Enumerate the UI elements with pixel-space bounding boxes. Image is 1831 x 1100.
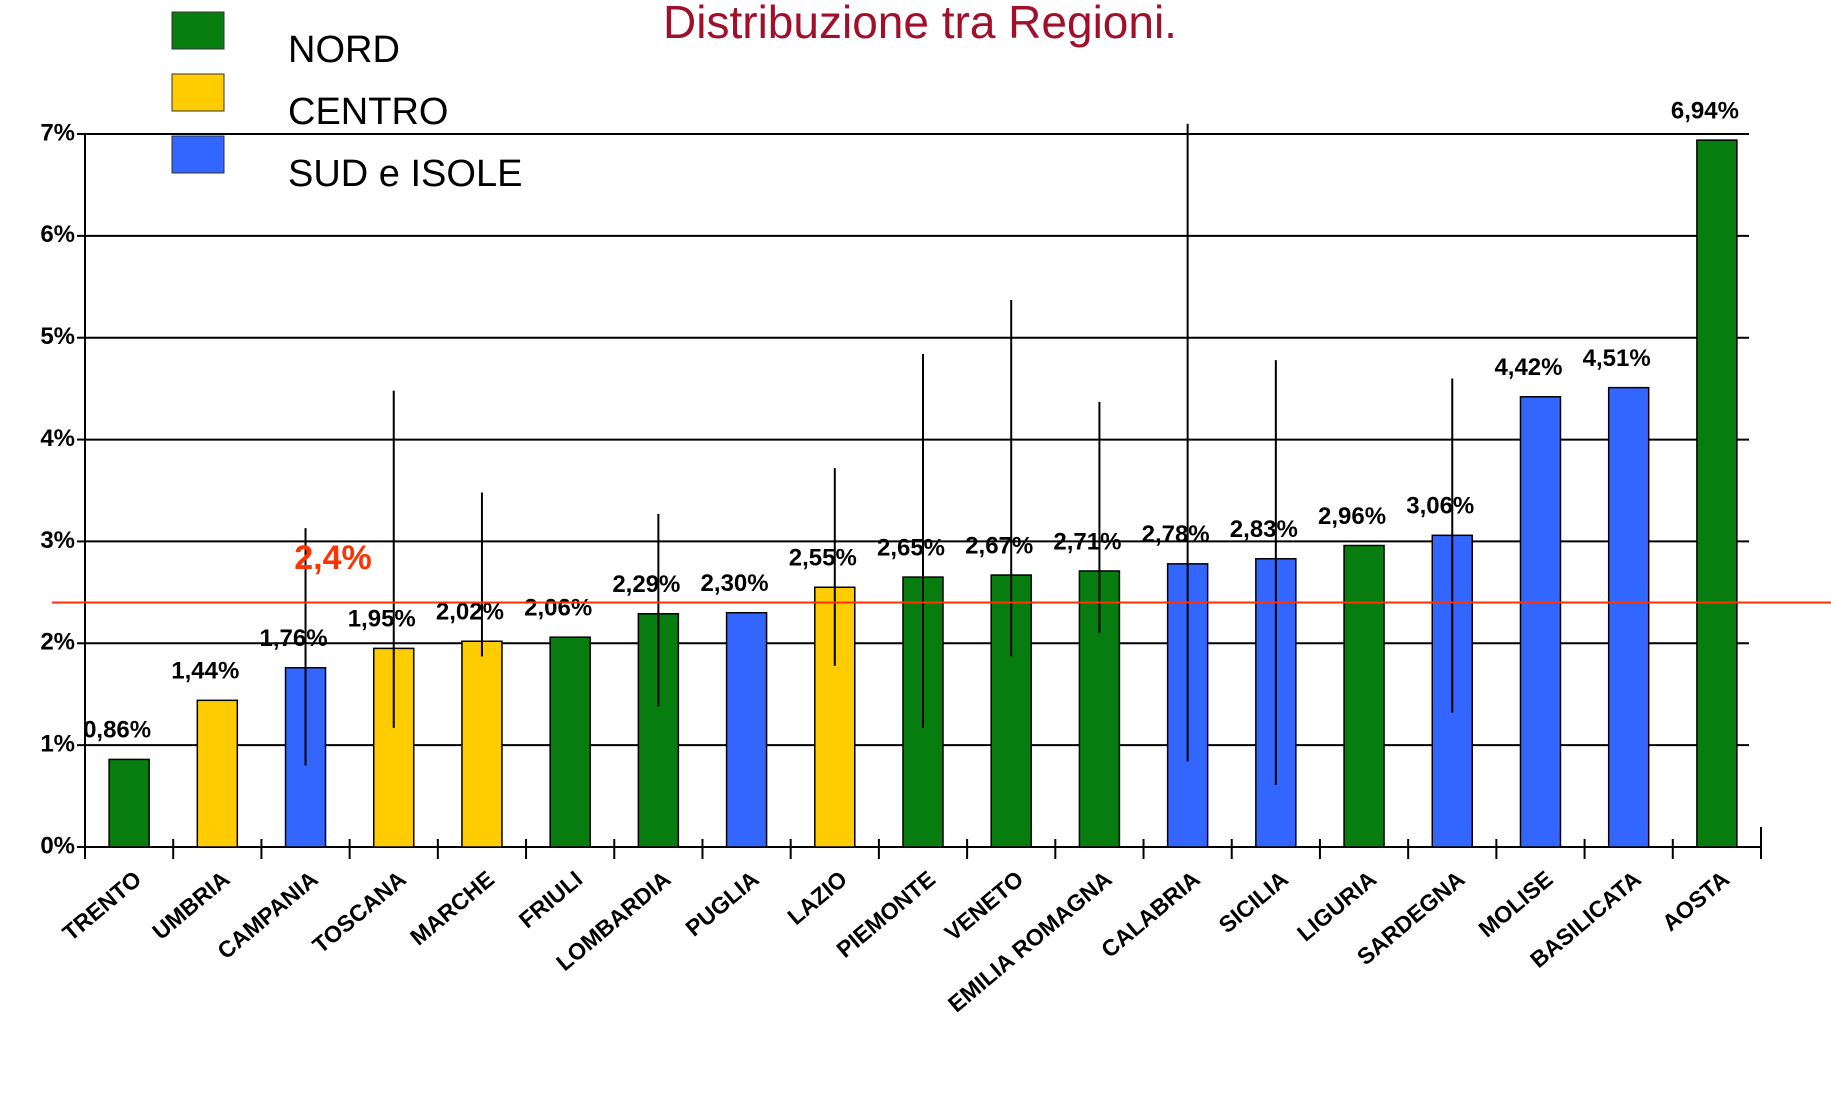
x-tick-label: CALABRIA <box>1096 866 1205 963</box>
x-tick-label: PIEMONTE <box>831 866 940 963</box>
legend-swatch <box>171 73 225 112</box>
value-label: 2,83% <box>1230 516 1298 543</box>
y-tick-label: 0% <box>40 832 75 859</box>
value-label: 4,42% <box>1494 354 1562 381</box>
value-label: 6,94% <box>1671 97 1739 124</box>
x-tick-label: VENETO <box>939 866 1028 946</box>
x-tick-label: UMBRIA <box>147 866 234 945</box>
value-label: 1,76% <box>259 625 327 652</box>
value-label: 2,78% <box>1142 521 1210 548</box>
bar <box>1519 396 1562 848</box>
bar <box>725 611 768 848</box>
bar <box>1696 139 1738 848</box>
value-label: 1,44% <box>171 658 239 685</box>
value-label: 2,06% <box>524 595 592 622</box>
y-tick-label: 6% <box>40 221 75 248</box>
x-tick-label: LAZIO <box>782 866 852 930</box>
x-tick-label: LIGURIA <box>1292 866 1381 947</box>
x-tick-label: PUGLIA <box>680 866 763 942</box>
bar <box>461 640 503 848</box>
bar <box>1343 544 1385 848</box>
value-label: 2,30% <box>701 570 769 597</box>
bar <box>108 758 150 848</box>
value-label: 2,55% <box>789 545 857 572</box>
x-tick-label: MARCHE <box>405 866 499 951</box>
y-tick-label: 4% <box>40 425 75 452</box>
value-label: 2,29% <box>612 571 680 598</box>
legend-swatch <box>171 135 225 174</box>
y-tick-label: 3% <box>40 527 75 554</box>
value-label: 3,06% <box>1406 493 1474 520</box>
x-tick-label: FRIULI <box>514 866 587 934</box>
x-tick-label: MOLISE <box>1473 866 1557 943</box>
legend-label: SUD e ISOLE <box>288 153 522 195</box>
bar <box>196 699 239 848</box>
x-tick-label: SICILIA <box>1214 866 1293 938</box>
bar <box>549 636 591 848</box>
legend-label: CENTRO <box>288 91 448 133</box>
value-label: 2,96% <box>1318 503 1386 530</box>
value-label: 2,65% <box>877 534 945 561</box>
legend-swatch <box>171 11 225 50</box>
value-label: 4,51% <box>1583 345 1651 372</box>
x-tick-label: TOSCANA <box>307 866 411 959</box>
x-tick-label: AOSTA <box>1657 866 1734 937</box>
y-tick-label: 5% <box>40 323 75 350</box>
bar <box>1607 386 1650 848</box>
value-label: 2,67% <box>965 532 1033 559</box>
x-tick-label: EMILIA ROMAGNA <box>943 866 1117 1018</box>
value-label: 0,86% <box>83 717 151 744</box>
y-tick-label: 7% <box>40 119 75 146</box>
y-tick-label: 1% <box>40 730 75 757</box>
reference-label: 2,4% <box>294 539 372 577</box>
chart-title: Distribuzione tra Regioni. <box>663 0 1177 48</box>
value-label: 2,71% <box>1053 528 1121 555</box>
x-tick-label: TRENTO <box>57 866 146 946</box>
legend-label: NORD <box>288 29 400 71</box>
value-label: 1,95% <box>348 606 416 633</box>
y-tick-label: 2% <box>40 629 75 656</box>
